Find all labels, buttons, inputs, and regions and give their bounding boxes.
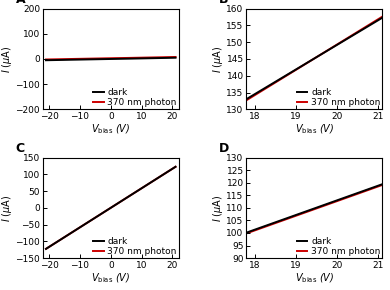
Y-axis label: $I$ ($\mu$A): $I$ ($\mu$A) <box>0 194 14 222</box>
Y-axis label: $I$ ($\mu$A): $I$ ($\mu$A) <box>0 45 14 73</box>
dark <box>245 97 249 101</box>
Line: dark: dark <box>46 167 176 249</box>
dark <box>244 97 249 101</box>
Line: dark: dark <box>246 184 382 233</box>
370 nm photon <box>244 99 249 102</box>
dark <box>170 56 175 59</box>
370 nm photon <box>121 198 126 202</box>
dark <box>150 57 154 60</box>
dark <box>367 187 372 191</box>
dark <box>44 247 48 251</box>
dark <box>244 231 249 234</box>
370 nm photon <box>245 98 249 102</box>
dark <box>367 24 372 27</box>
370 nm photon <box>44 58 48 61</box>
dark <box>114 57 119 61</box>
Legend: dark, 370 nm photon: dark, 370 nm photon <box>296 88 380 108</box>
370 nm photon <box>327 47 332 51</box>
dark <box>105 57 110 61</box>
370 nm photon <box>380 15 385 19</box>
dark <box>325 49 330 52</box>
370 nm photon <box>150 56 154 59</box>
370 nm photon <box>244 232 249 235</box>
370 nm photon <box>358 28 363 32</box>
Text: B: B <box>219 0 229 6</box>
dark <box>325 202 330 206</box>
370 nm photon <box>173 165 178 168</box>
370 nm photon <box>358 191 363 194</box>
370 nm photon <box>114 57 119 60</box>
dark <box>106 57 111 61</box>
dark <box>153 178 158 182</box>
370 nm photon <box>121 199 125 202</box>
Text: D: D <box>219 142 230 155</box>
370 nm photon <box>324 203 329 206</box>
370 nm photon <box>245 231 249 235</box>
dark <box>245 231 249 234</box>
Line: 370 nm photon: 370 nm photon <box>46 57 176 59</box>
Legend: dark, 370 nm photon: dark, 370 nm photon <box>93 237 177 256</box>
370 nm photon <box>123 197 128 200</box>
X-axis label: $V_\mathrm{bias}$ (V): $V_\mathrm{bias}$ (V) <box>295 122 334 136</box>
Line: dark: dark <box>246 18 382 99</box>
370 nm photon <box>327 202 332 206</box>
370 nm photon <box>325 203 330 206</box>
370 nm photon <box>367 188 372 191</box>
Legend: dark, 370 nm photon: dark, 370 nm photon <box>296 237 380 256</box>
370 nm photon <box>325 49 330 52</box>
370 nm photon <box>367 23 372 26</box>
dark <box>161 173 166 176</box>
370 nm photon <box>161 173 166 176</box>
370 nm photon <box>173 55 178 59</box>
dark <box>173 165 178 168</box>
370 nm photon <box>170 55 175 59</box>
dark <box>327 201 332 205</box>
dark <box>44 247 49 250</box>
X-axis label: $V_\mathrm{bias}$ (V): $V_\mathrm{bias}$ (V) <box>91 271 130 285</box>
Y-axis label: $I$ ($\mu$A): $I$ ($\mu$A) <box>211 194 225 222</box>
370 nm photon <box>380 183 385 187</box>
dark <box>44 59 48 62</box>
Legend: dark, 370 nm photon: dark, 370 nm photon <box>93 88 177 108</box>
370 nm photon <box>44 247 48 251</box>
dark <box>324 202 329 206</box>
370 nm photon <box>121 56 126 60</box>
370 nm photon <box>153 178 158 182</box>
370 nm photon <box>106 57 111 60</box>
Text: A: A <box>16 0 25 6</box>
dark <box>358 190 363 194</box>
dark <box>380 182 385 186</box>
370 nm photon <box>44 247 49 250</box>
dark <box>358 29 363 32</box>
Line: 370 nm photon: 370 nm photon <box>246 185 382 233</box>
dark <box>121 57 126 61</box>
X-axis label: $V_\mathrm{bias}$ (V): $V_\mathrm{bias}$ (V) <box>91 122 130 136</box>
dark <box>173 56 178 59</box>
Y-axis label: $I$ ($\mu$A): $I$ ($\mu$A) <box>211 45 225 73</box>
370 nm photon <box>324 49 329 52</box>
dark <box>121 199 125 202</box>
370 nm photon <box>105 57 110 60</box>
dark <box>123 197 128 200</box>
Line: 370 nm photon: 370 nm photon <box>46 167 176 249</box>
dark <box>380 16 385 19</box>
dark <box>324 49 329 53</box>
Line: dark: dark <box>46 58 176 60</box>
X-axis label: $V_\mathrm{bias}$ (V): $V_\mathrm{bias}$ (V) <box>295 271 334 285</box>
Text: C: C <box>16 142 25 155</box>
Line: 370 nm photon: 370 nm photon <box>246 17 382 100</box>
dark <box>327 48 332 51</box>
dark <box>121 198 126 202</box>
